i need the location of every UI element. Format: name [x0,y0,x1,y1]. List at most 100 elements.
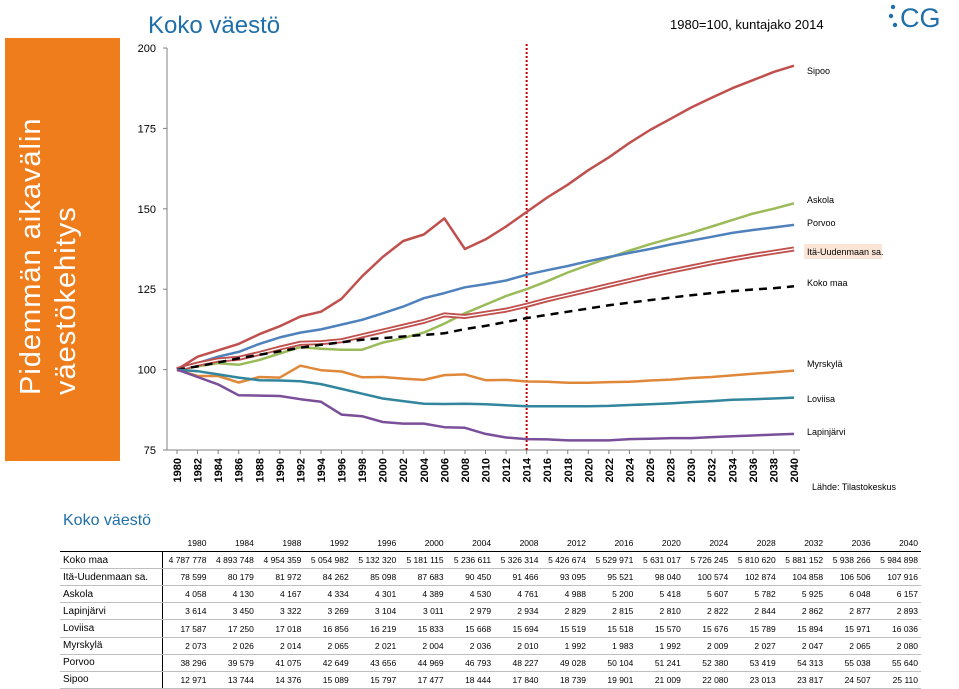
table-cell: 2 010 [494,637,542,655]
table-cell: 93 095 [541,568,589,587]
table-cell: 39 579 [209,654,257,672]
x-tick-label: 1986 [234,458,246,482]
table-cell: 4 389 [399,585,447,604]
table-cell: 55 640 [873,654,921,672]
table-cell: 1 992 [636,637,684,655]
chart-subtitle: 1980=100, kuntajako 2014 [670,17,824,32]
table-cell: 23 013 [731,671,779,689]
x-tick-label: 2034 [727,457,739,482]
table-cell: 2 004 [399,637,447,655]
table-cell: 5 726 245 [683,551,732,570]
table-row: Porvoo 38 296 39 579 41 075 42 649 43 656 44 9… [60,654,921,672]
table-cell: 3 104 [351,602,400,621]
table-cell: 6 157 [873,585,921,604]
table-cell: 16 036 [873,619,921,638]
table-cell: 2 979 [446,602,495,621]
table-cell: 5 925 [778,585,827,604]
table-cell: 15 519 [541,619,589,638]
series-label-bg [804,244,882,259]
table-row: Myrskylä 2 073 2 026 2 014 2 065 2 021 2 004 2 … [60,637,921,655]
table-cell: 2 021 [351,637,400,655]
table-cell: 5 782 [731,585,779,604]
x-tick-label: 2022 [604,458,616,482]
x-tick-label: 2036 [748,458,760,482]
table-cell: 55 038 [826,654,874,672]
table-cell: 2 934 [494,602,542,621]
table-cell: 49 028 [541,654,589,672]
x-tick-label: 1996 [337,458,349,482]
series-line [176,285,795,371]
table-cell: 2 844 [731,602,779,621]
table-cell: 5 631 017 [636,551,684,570]
series-label: Askola [807,195,834,205]
table-cell: 19 901 [588,671,637,689]
table-cell: 84 262 [304,568,352,587]
table-cell: 5 881 152 [778,551,827,570]
table-cell: 106 506 [826,568,874,587]
table-cell: 15 971 [826,619,874,638]
table-cell: 41 075 [256,654,305,672]
table-cell: 15 668 [446,619,495,638]
table-cell: 85 098 [351,568,400,587]
table-cell: 2 893 [873,602,921,621]
table-cell: 44 969 [399,654,447,672]
table-header-year: 2012 [541,535,589,553]
table-cell: 1 983 [588,637,637,655]
chart-source: Lähde: Tilastokeskus [812,482,897,492]
series-line [176,368,795,408]
table-cell: 22 080 [683,671,732,689]
table-header-year: 2004 [446,535,495,553]
table-cell: 2 810 [636,602,684,621]
series-line [176,202,795,371]
table-cell: 2 815 [588,602,637,621]
table-title: Koko väestö [63,512,152,529]
y-tick-label: 150 [138,204,156,216]
table-cell: 17 587 [162,619,210,638]
table-cell: 80 179 [209,568,257,587]
table-cell: 2 014 [256,637,305,655]
table-cell: 5 200 [588,585,637,604]
table-cell: 81 972 [256,568,305,587]
x-tick-label: 2026 [645,458,657,482]
table-cell: 46 793 [446,654,495,672]
row-label: Askola [60,585,163,604]
table-cell: 15 570 [636,619,684,638]
table-cell: 15 797 [351,671,400,689]
x-tick-label: 1998 [357,458,369,482]
x-tick-label: 2002 [398,458,410,482]
y-tick-label: 200 [138,43,156,55]
table-cell: 5 181 115 [399,551,447,570]
table-cell: 3 450 [209,602,257,621]
row-label: Porvoo [60,654,163,672]
table-cell: 3 322 [256,602,305,621]
row-label: Lapinjärvi [60,602,163,621]
table-cell: 14 376 [256,671,305,689]
x-tick-label: 2008 [460,458,472,482]
table-cell: 2 877 [826,602,874,621]
table-cell: 5 426 674 [541,551,589,570]
x-tick-label: 1980 [172,458,184,482]
table-cell: 4 167 [256,585,305,604]
table-header-year: 2040 [873,535,921,553]
table-cell: 90 450 [446,568,495,587]
table-header-year: 1992 [304,535,352,553]
y-tick-label: 100 [138,365,156,377]
table-cell: 4 301 [351,585,400,604]
table-cell: 5 326 314 [494,551,542,570]
table-header-row: 1980 1984 1988 1992 1996 2000 2004 2008 2012 2016… [60,535,921,553]
table-cell: 5 529 971 [588,551,637,570]
x-tick-label: 2012 [501,458,513,482]
row-label: Koko maa [60,551,163,570]
table-cell: 53 419 [731,654,779,672]
population-table: 1980 1984 1988 1992 1996 2000 2004 2008 2012 2016… [60,535,921,689]
table-cell: 3 011 [399,602,447,621]
table-cell: 4 787 778 [162,551,210,570]
series-line-inner [176,248,795,371]
table-cell: 24 507 [826,671,874,689]
table-header-year: 2016 [588,535,637,553]
x-tick-label: 2030 [686,458,698,482]
table-cell: 15 833 [399,619,447,638]
table-cell: 5 607 [683,585,732,604]
table-cell: 23 817 [778,671,827,689]
table-header-year: 2032 [778,535,827,553]
